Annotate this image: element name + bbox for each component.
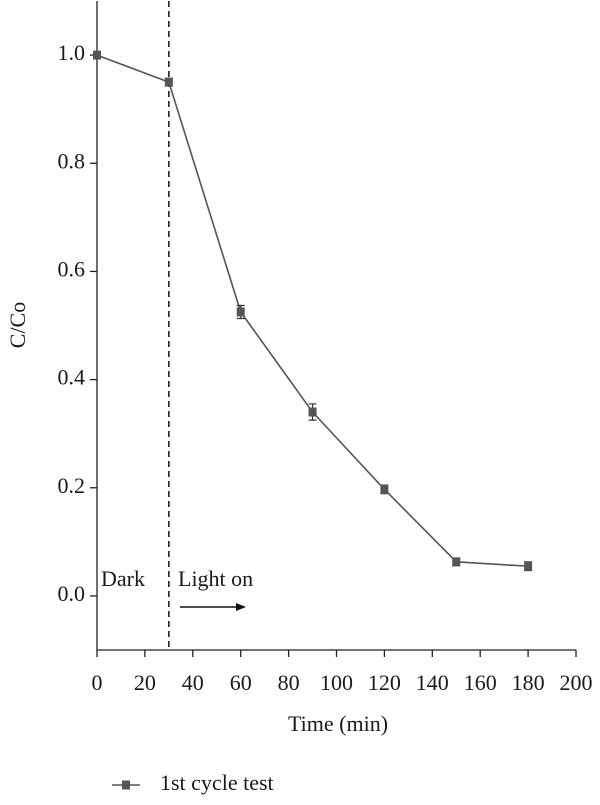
x-tick-label: 60	[230, 670, 252, 695]
marker	[164, 77, 173, 87]
x-tick-label: 40	[182, 670, 204, 695]
marker	[308, 407, 317, 417]
x-tick-label: 120	[368, 670, 401, 695]
legend-label: 1st cycle test	[160, 770, 274, 795]
x-tick-label: 140	[416, 670, 449, 695]
marker	[452, 557, 461, 567]
y-tick-label: 0.6	[58, 256, 86, 281]
marker	[380, 484, 389, 494]
y-tick-label: 1.0	[58, 40, 86, 65]
series-line	[96, 54, 529, 567]
legend-marker	[122, 780, 130, 790]
annotation: Dark	[101, 566, 145, 591]
x-tick-label: 100	[320, 670, 353, 695]
x-tick-label: 180	[512, 670, 545, 695]
x-tick-label: 80	[278, 670, 300, 695]
x-tick-label: 20	[134, 670, 156, 695]
y-axis-label: C/Co	[5, 302, 30, 348]
annotation: Light on	[178, 566, 253, 591]
y-tick-label: 0.4	[58, 365, 86, 390]
y-tick-label: 0.2	[58, 473, 86, 498]
x-tick-label: 200	[560, 670, 593, 695]
arrow-head	[236, 603, 246, 611]
y-tick-label: 0.8	[58, 148, 86, 173]
marker	[524, 561, 533, 571]
x-tick-label: 160	[464, 670, 497, 695]
x-tick-label: 0	[92, 670, 103, 695]
marker	[93, 50, 101, 60]
x-axis-label: Time (min)	[288, 711, 388, 736]
y-tick-label: 0.0	[58, 581, 86, 606]
marker	[236, 307, 245, 317]
